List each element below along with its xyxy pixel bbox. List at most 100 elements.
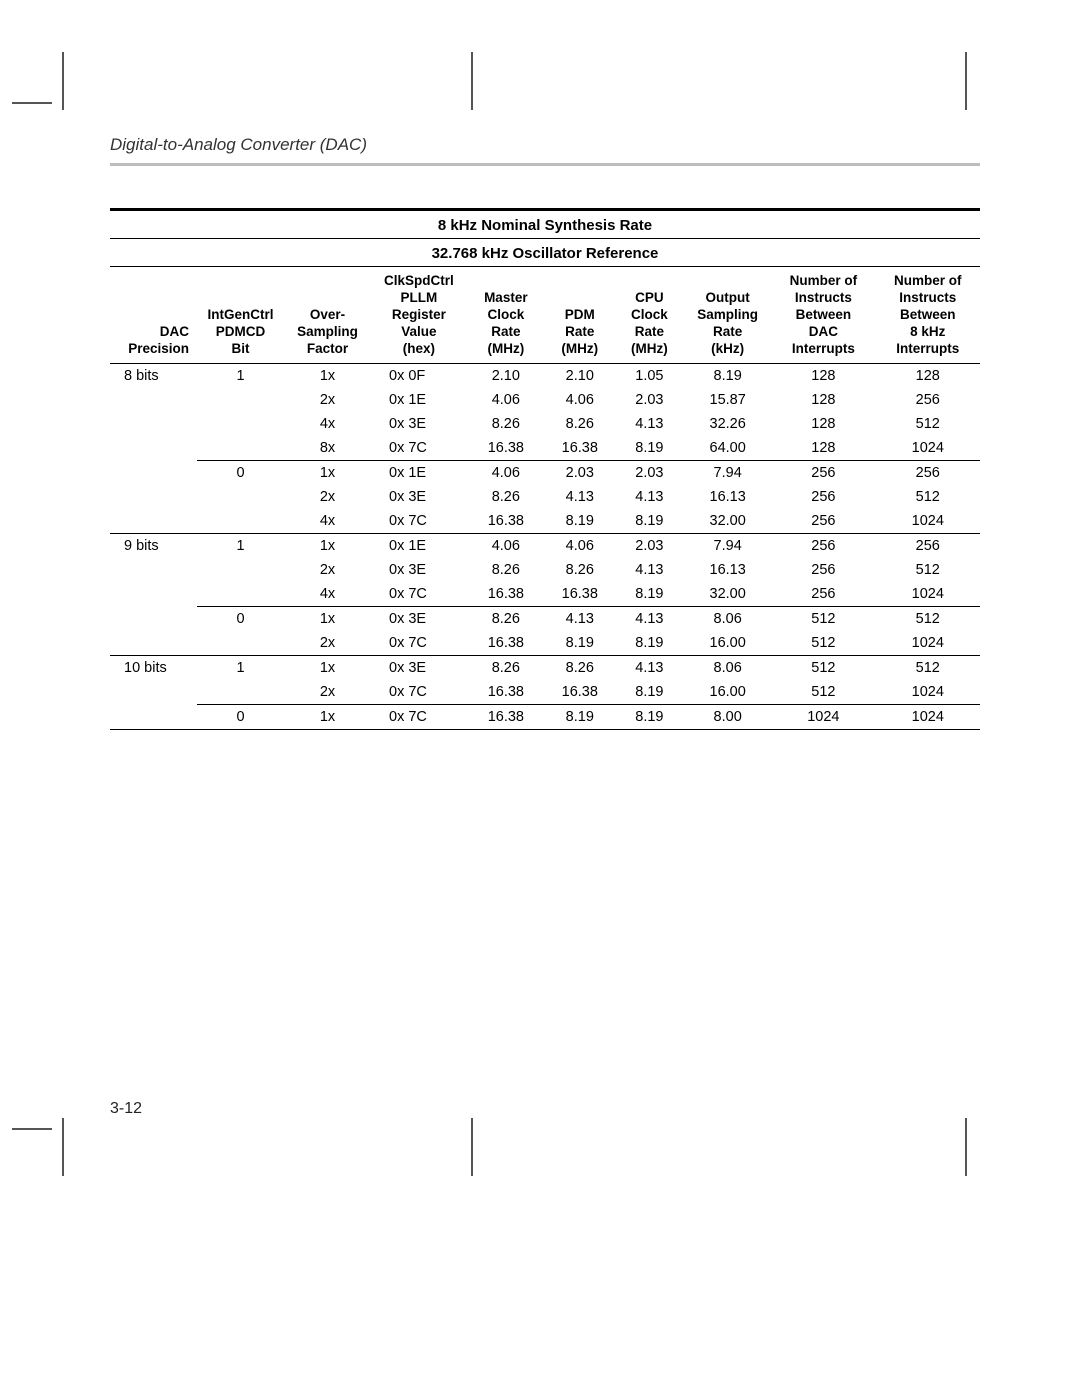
table-row: 01x0x 1E4.062.032.037.94256256 <box>110 461 980 486</box>
cell-8khz-interrupts: 512 <box>876 656 980 681</box>
cell-pllm-hex: 0x 7C <box>371 582 467 607</box>
col-header: CPUClockRate(MHz) <box>615 267 685 364</box>
cell-pllm-hex: 0x 7C <box>371 705 467 730</box>
table-row: 8x0x 7C16.3816.388.1964.001281024 <box>110 436 980 461</box>
cell-pdm-rate: 8.19 <box>545 631 615 656</box>
table-row: 9 bits11x0x 1E4.064.062.037.94256256 <box>110 534 980 559</box>
cell-cpu-clock: 4.13 <box>615 558 685 582</box>
cell-output-sampling: 64.00 <box>684 436 771 461</box>
cell-pdm-rate: 4.13 <box>545 485 615 509</box>
cell-output-sampling: 16.13 <box>684 485 771 509</box>
cell-pllm-hex: 0x 3E <box>371 607 467 632</box>
cell-output-sampling: 32.00 <box>684 509 771 534</box>
cell-output-sampling: 8.06 <box>684 656 771 681</box>
cell-oversampling: 4x <box>284 509 371 534</box>
cell-output-sampling: 16.00 <box>684 680 771 705</box>
cell-8khz-interrupts: 1024 <box>876 436 980 461</box>
table-row: 4x0x 7C16.3816.388.1932.002561024 <box>110 582 980 607</box>
cell-oversampling: 1x <box>284 705 371 730</box>
cell-pllm-hex: 0x 7C <box>371 680 467 705</box>
cell-cpu-clock: 4.13 <box>615 607 685 632</box>
cell-pdmcd <box>197 388 284 412</box>
cell-oversampling: 2x <box>284 485 371 509</box>
cell-dac-interrupts: 256 <box>771 558 875 582</box>
cell-dac-precision <box>110 436 197 461</box>
cell-pllm-hex: 0x 1E <box>371 461 467 486</box>
cell-pdmcd <box>197 509 284 534</box>
cell-cpu-clock: 8.19 <box>615 436 685 461</box>
cell-cpu-clock: 8.19 <box>615 582 685 607</box>
cell-pdm-rate: 4.06 <box>545 534 615 559</box>
crop-mark <box>965 52 967 110</box>
cell-dac-interrupts: 128 <box>771 388 875 412</box>
col-header: PDMRate(MHz) <box>545 267 615 364</box>
cell-dac-precision <box>110 509 197 534</box>
table-row: 2x0x 7C16.3816.388.1916.005121024 <box>110 680 980 705</box>
crop-mark <box>471 1118 473 1176</box>
table-row: 2x0x 7C16.388.198.1916.005121024 <box>110 631 980 656</box>
cell-oversampling: 2x <box>284 388 371 412</box>
cell-pdmcd <box>197 680 284 705</box>
cell-output-sampling: 16.00 <box>684 631 771 656</box>
cell-dac-interrupts: 256 <box>771 461 875 486</box>
cell-pdm-rate: 2.03 <box>545 461 615 486</box>
cell-pllm-hex: 0x 7C <box>371 436 467 461</box>
cell-cpu-clock: 8.19 <box>615 705 685 730</box>
cell-master-clock: 8.26 <box>467 412 545 436</box>
table-title-2: 32.768 kHz Oscillator Reference <box>110 239 980 267</box>
table-row: 2x0x 3E8.264.134.1316.13256512 <box>110 485 980 509</box>
dac-table-wrap: 8 kHz Nominal Synthesis Rate32.768 kHz O… <box>110 208 980 730</box>
cell-dac-precision <box>110 705 197 730</box>
cell-master-clock: 4.06 <box>467 534 545 559</box>
cell-output-sampling: 8.19 <box>684 364 771 389</box>
crop-mark <box>965 1118 967 1176</box>
cell-output-sampling: 7.94 <box>684 461 771 486</box>
cell-output-sampling: 32.26 <box>684 412 771 436</box>
cell-pdm-rate: 16.38 <box>545 680 615 705</box>
cell-pdmcd: 0 <box>197 607 284 632</box>
cell-master-clock: 4.06 <box>467 388 545 412</box>
cell-dac-interrupts: 512 <box>771 656 875 681</box>
cell-oversampling: 2x <box>284 631 371 656</box>
cell-pdm-rate: 4.06 <box>545 388 615 412</box>
cell-pllm-hex: 0x 3E <box>371 656 467 681</box>
cell-oversampling: 4x <box>284 412 371 436</box>
cell-cpu-clock: 8.19 <box>615 631 685 656</box>
cell-dac-interrupts: 256 <box>771 582 875 607</box>
crop-mark <box>471 52 473 110</box>
table-row: 01x0x 3E8.264.134.138.06512512 <box>110 607 980 632</box>
cell-dac-interrupts: 256 <box>771 534 875 559</box>
cell-dac-precision <box>110 412 197 436</box>
cell-cpu-clock: 2.03 <box>615 534 685 559</box>
running-head: Digital-to-Analog Converter (DAC) <box>110 135 980 161</box>
cell-master-clock: 8.26 <box>467 558 545 582</box>
cell-8khz-interrupts: 256 <box>876 461 980 486</box>
cell-dac-interrupts: 512 <box>771 631 875 656</box>
cell-output-sampling: 8.06 <box>684 607 771 632</box>
cell-dac-precision <box>110 582 197 607</box>
table-bottom-rule <box>110 730 980 731</box>
cell-pdmcd <box>197 436 284 461</box>
col-header: IntGenCtrlPDMCDBit <box>197 267 284 364</box>
cell-oversampling: 1x <box>284 607 371 632</box>
cell-pdmcd: 1 <box>197 534 284 559</box>
cell-8khz-interrupts: 128 <box>876 364 980 389</box>
cell-oversampling: 1x <box>284 656 371 681</box>
cell-output-sampling: 16.13 <box>684 558 771 582</box>
cell-8khz-interrupts: 1024 <box>876 631 980 656</box>
table-title-1: 8 kHz Nominal Synthesis Rate <box>110 210 980 239</box>
crop-mark <box>12 1128 52 1130</box>
cell-8khz-interrupts: 256 <box>876 388 980 412</box>
cell-dac-interrupts: 128 <box>771 412 875 436</box>
crop-mark <box>12 102 52 104</box>
cell-master-clock: 2.10 <box>467 364 545 389</box>
cell-pllm-hex: 0x 3E <box>371 412 467 436</box>
cell-cpu-clock: 4.13 <box>615 485 685 509</box>
cell-pdmcd <box>197 631 284 656</box>
cell-output-sampling: 8.00 <box>684 705 771 730</box>
cell-cpu-clock: 2.03 <box>615 388 685 412</box>
col-header: Number ofInstructsBetween8 kHzInterrupts <box>876 267 980 364</box>
cell-dac-precision <box>110 607 197 632</box>
cell-pllm-hex: 0x 0F <box>371 364 467 389</box>
cell-dac-precision: 10 bits <box>110 656 197 681</box>
